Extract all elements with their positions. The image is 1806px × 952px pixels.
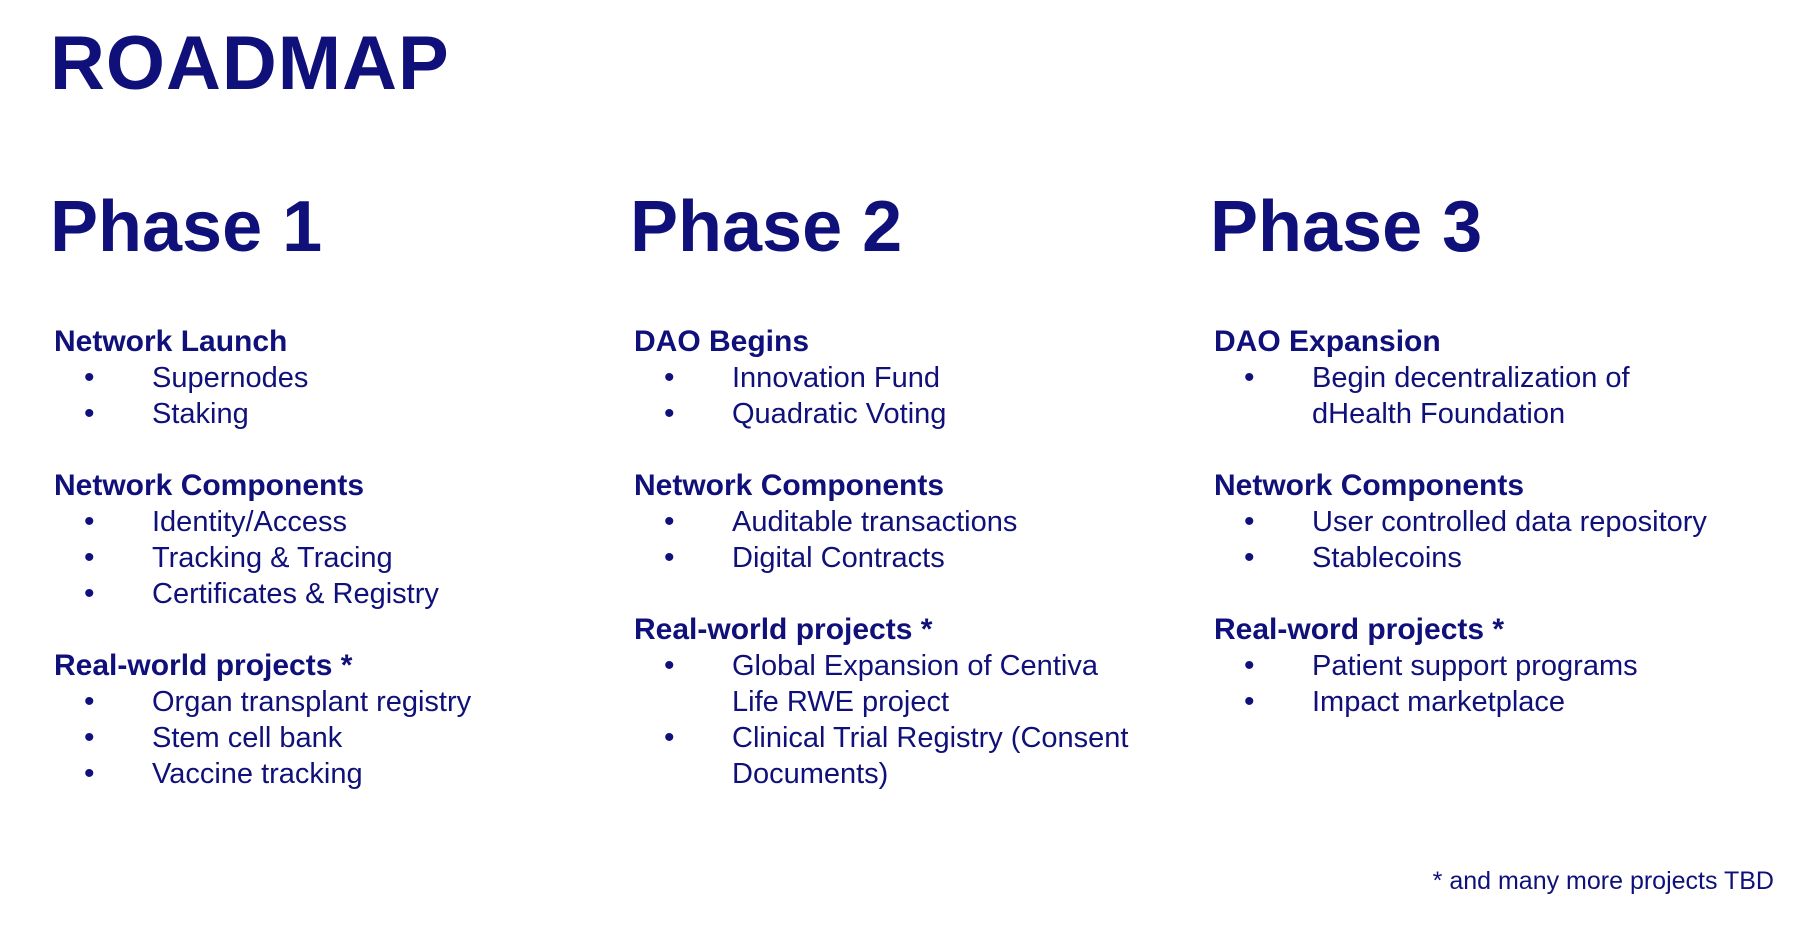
list-item-text: Tracking & Tracing xyxy=(152,542,393,575)
phase-1-real-world-projects-section: Real-world projects * Organ transplant r… xyxy=(54,648,610,792)
list-item: Certificates & Registry xyxy=(54,576,610,612)
phase-1-network-launch-list: Supernodes Staking xyxy=(54,360,610,432)
phase-1-real-world-projects-list: Organ transplant registry Stem cell bank… xyxy=(54,684,610,792)
phase-2-dao-begins-section: DAO Begins Innovation Fund Quadratic Vot… xyxy=(634,324,1190,432)
phase-3-real-word-projects-list: Patient support programs Impact marketpl… xyxy=(1214,648,1770,720)
phase-3-real-word-projects-section: Real-word projects * Patient support pro… xyxy=(1214,612,1770,720)
list-item: Innovation Fund xyxy=(634,360,1190,396)
list-item-text: Global Expansion of Centiva Life RWE pro… xyxy=(732,650,1098,719)
phase-2-network-components-title: Network Components xyxy=(634,469,945,503)
list-item-text: Certificates & Registry xyxy=(152,578,439,611)
phase-2-network-components-section: Network Components Auditable transaction… xyxy=(634,468,1190,576)
list-item-text: Digital Contracts xyxy=(732,542,945,575)
phase-2-network-components-list: Auditable transactions Digital Contracts xyxy=(634,504,1190,576)
list-item-text: Quadratic Voting xyxy=(732,398,947,431)
list-item-text: Stablecoins xyxy=(1312,542,1462,575)
list-item-text: Innovation Fund xyxy=(732,362,940,395)
list-item: Supernodes xyxy=(54,360,610,396)
list-item: Tracking & Tracing xyxy=(54,540,610,576)
footnote: * and many more projects TBD xyxy=(1432,867,1774,895)
phase-3-dao-expansion-list: Begin decentralization of dHealth Founda… xyxy=(1214,360,1770,432)
list-item: User controlled data repository xyxy=(1214,504,1770,540)
list-item: Impact marketplace xyxy=(1214,684,1770,720)
list-item: Identity/Access xyxy=(54,504,610,540)
phase-3-dao-expansion-section: DAO Expansion Begin decentralization of … xyxy=(1214,324,1770,432)
list-item-text: User controlled data repository xyxy=(1312,506,1707,539)
phase-2-title: Phase 2 xyxy=(630,187,903,267)
list-item: Global Expansion of Centiva Life RWE pro… xyxy=(634,648,1190,720)
phase-1-network-components-list: Identity/Access Tracking & Tracing Certi… xyxy=(54,504,610,612)
list-item-text: Patient support programs xyxy=(1312,650,1638,683)
phase-1-network-launch-title: Network Launch xyxy=(54,325,288,359)
list-item-text: Impact marketplace xyxy=(1312,686,1566,719)
list-item-text: Staking xyxy=(152,398,249,431)
phase-3-real-word-projects-title: Real-word projects * xyxy=(1214,613,1505,647)
phase-3-dao-expansion-title: DAO Expansion xyxy=(1214,325,1441,359)
phase-1-network-components-title: Network Components xyxy=(54,469,365,503)
phase-2-real-world-projects-list: Global Expansion of Centiva Life RWE pro… xyxy=(634,648,1190,792)
phase-3-network-components-section: Network Components User controlled data … xyxy=(1214,468,1770,576)
list-item-text: Auditable transactions xyxy=(732,506,1018,539)
page-title: ROADMAP xyxy=(50,21,450,106)
phase-2-column: Phase 2 DAO Begins Innovation Fund Quadr… xyxy=(630,184,1190,828)
list-item-text: Vaccine tracking xyxy=(152,758,363,791)
phase-2-real-world-projects-title: Real-world projects * xyxy=(634,613,933,647)
phase-2-dao-begins-list: Innovation Fund Quadratic Voting xyxy=(634,360,1190,432)
phase-1-column: Phase 1 Network Launch Supernodes Stakin… xyxy=(50,184,610,828)
phase-3-title: Phase 3 xyxy=(1210,187,1483,267)
list-item-text: Stem cell bank xyxy=(152,722,343,755)
phase-1-title: Phase 1 xyxy=(50,187,323,267)
list-item: Organ transplant registry xyxy=(54,684,610,720)
phase-3-column: Phase 3 DAO Expansion Begin decentraliza… xyxy=(1210,184,1770,756)
list-item: Stablecoins xyxy=(1214,540,1770,576)
list-item: Begin decentralization of dHealth Founda… xyxy=(1214,360,1770,432)
phase-1-real-world-projects-title: Real-world projects * xyxy=(54,649,353,683)
phase-1-network-components-section: Network Components Identity/Access Track… xyxy=(54,468,610,612)
phase-1-network-launch-section: Network Launch Supernodes Staking xyxy=(54,324,610,432)
list-item-text: Organ transplant registry xyxy=(152,686,472,719)
list-item: Patient support programs xyxy=(1214,648,1770,684)
list-item: Quadratic Voting xyxy=(634,396,1190,432)
list-item: Auditable transactions xyxy=(634,504,1190,540)
phase-3-network-components-list: User controlled data repository Stableco… xyxy=(1214,504,1770,576)
list-item: Staking xyxy=(54,396,610,432)
list-item-text: Begin decentralization of dHealth Founda… xyxy=(1312,362,1630,431)
list-item-text: Clinical Trial Registry (Consent Documen… xyxy=(732,722,1129,791)
phase-2-real-world-projects-section: Real-world projects * Global Expansion o… xyxy=(634,612,1190,792)
phase-3-network-components-title: Network Components xyxy=(1214,469,1525,503)
list-item-text: Supernodes xyxy=(152,362,309,395)
list-item: Stem cell bank xyxy=(54,720,610,756)
phase-2-dao-begins-title: DAO Begins xyxy=(634,325,810,359)
list-item: Clinical Trial Registry (Consent Documen… xyxy=(634,720,1190,792)
list-item: Vaccine tracking xyxy=(54,756,610,792)
list-item-text: Identity/Access xyxy=(152,506,348,539)
list-item: Digital Contracts xyxy=(634,540,1190,576)
